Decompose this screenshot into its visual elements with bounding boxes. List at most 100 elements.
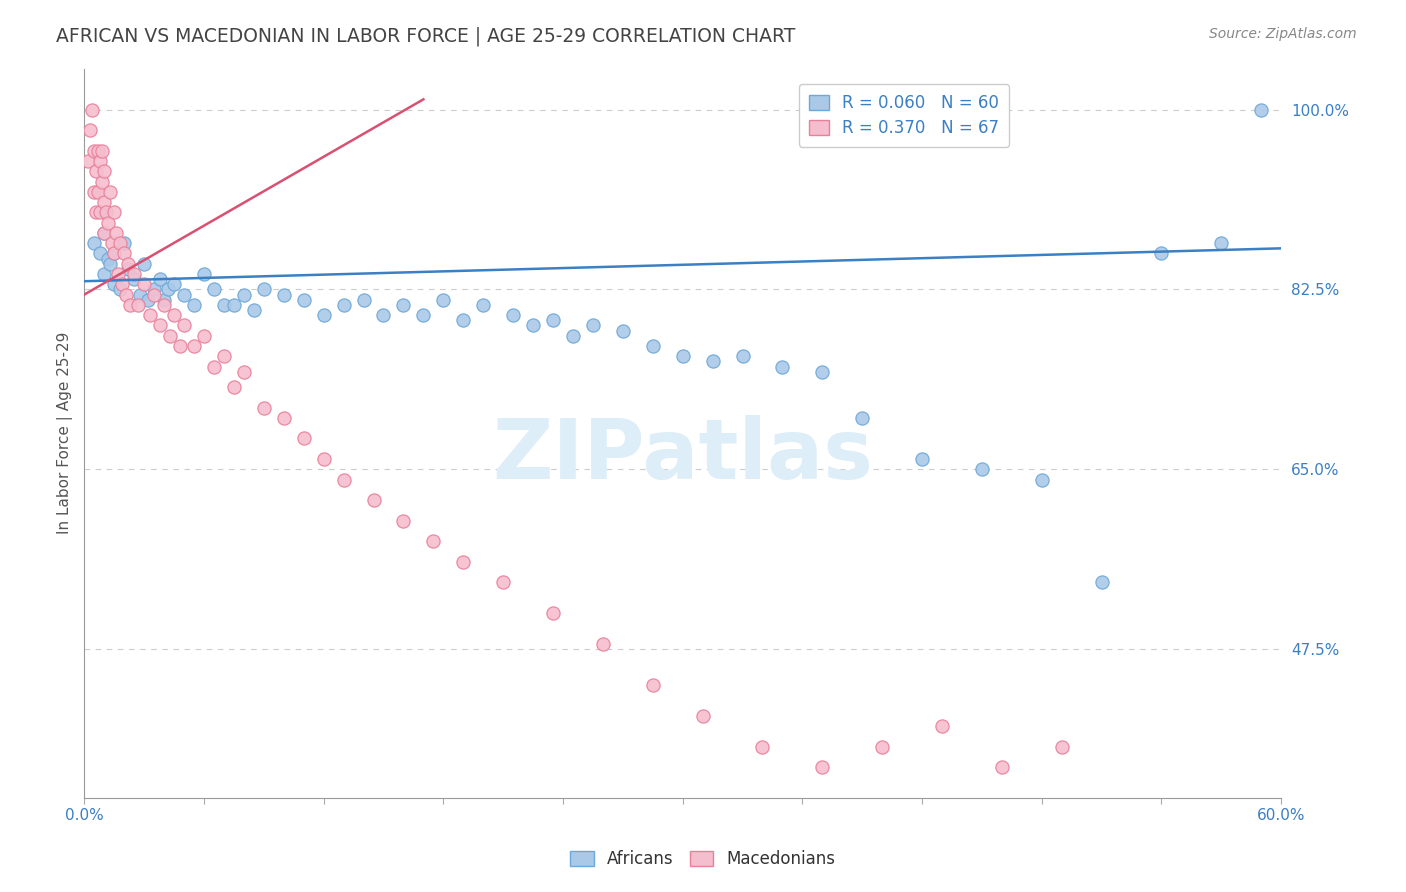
Point <box>83 185 105 199</box>
Point <box>811 760 834 774</box>
Point <box>84 205 107 219</box>
Point <box>770 359 793 374</box>
Point <box>931 719 953 733</box>
Point <box>562 328 585 343</box>
Point <box>1090 575 1112 590</box>
Point <box>392 298 415 312</box>
Point <box>107 267 129 281</box>
Point <box>212 298 235 312</box>
Point <box>332 473 354 487</box>
Point <box>702 354 724 368</box>
Point <box>98 257 121 271</box>
Point <box>96 205 118 219</box>
Point <box>193 267 215 281</box>
Point <box>592 637 614 651</box>
Point <box>212 349 235 363</box>
Point <box>139 308 162 322</box>
Point <box>103 277 125 292</box>
Point <box>472 298 495 312</box>
Point <box>1150 246 1173 260</box>
Point <box>82 103 104 117</box>
Point <box>422 534 444 549</box>
Point <box>83 236 105 251</box>
Point <box>392 514 415 528</box>
Point <box>183 339 205 353</box>
Y-axis label: In Labor Force | Age 25-29: In Labor Force | Age 25-29 <box>58 332 73 534</box>
Point <box>159 328 181 343</box>
Point <box>253 282 276 296</box>
Point <box>312 308 335 322</box>
Point <box>93 164 115 178</box>
Point <box>911 452 934 467</box>
Point <box>1250 103 1272 117</box>
Point <box>87 144 110 158</box>
Point <box>173 318 195 333</box>
Point <box>77 153 100 168</box>
Point <box>811 365 834 379</box>
Point <box>373 308 395 322</box>
Point <box>122 267 145 281</box>
Point <box>222 298 245 312</box>
Point <box>991 760 1014 774</box>
Point <box>453 555 475 569</box>
Point <box>84 164 107 178</box>
Point <box>453 313 475 327</box>
Point <box>292 432 315 446</box>
Point <box>412 308 434 322</box>
Point <box>169 339 191 353</box>
Point <box>112 246 135 260</box>
Point <box>202 282 225 296</box>
Point <box>83 144 105 158</box>
Point <box>103 246 125 260</box>
Point <box>93 195 115 210</box>
Point <box>91 144 114 158</box>
Point <box>273 410 295 425</box>
Point <box>541 606 564 620</box>
Point <box>243 303 266 318</box>
Point <box>136 293 159 307</box>
Point <box>692 709 714 723</box>
Point <box>149 318 172 333</box>
Point <box>153 298 176 312</box>
Point <box>111 277 134 292</box>
Point <box>93 226 115 240</box>
Point <box>93 267 115 281</box>
Point <box>127 298 149 312</box>
Point <box>502 308 524 322</box>
Text: Source: ZipAtlas.com: Source: ZipAtlas.com <box>1209 27 1357 41</box>
Point <box>1031 473 1053 487</box>
Point <box>122 272 145 286</box>
Point <box>432 293 454 307</box>
Point <box>222 380 245 394</box>
Point <box>193 328 215 343</box>
Point <box>292 293 315 307</box>
Point <box>79 123 101 137</box>
Point <box>183 298 205 312</box>
Point <box>163 277 186 292</box>
Point <box>541 313 564 327</box>
Point <box>143 282 166 296</box>
Point <box>93 226 115 240</box>
Point <box>363 493 385 508</box>
Point <box>332 298 354 312</box>
Point <box>89 246 111 260</box>
Point <box>134 257 156 271</box>
Point <box>612 324 634 338</box>
Point <box>115 287 138 301</box>
Point <box>163 308 186 322</box>
Point <box>108 282 131 296</box>
Point <box>97 252 120 266</box>
Point <box>134 277 156 292</box>
Point <box>273 287 295 301</box>
Point <box>173 287 195 301</box>
Point <box>101 236 124 251</box>
Point <box>108 236 131 251</box>
Point <box>492 575 515 590</box>
Point <box>672 349 695 363</box>
Text: AFRICAN VS MACEDONIAN IN LABOR FORCE | AGE 25-29 CORRELATION CHART: AFRICAN VS MACEDONIAN IN LABOR FORCE | A… <box>56 27 796 46</box>
Point <box>103 246 125 260</box>
Point <box>89 153 111 168</box>
Point <box>582 318 605 333</box>
Point <box>1050 739 1073 754</box>
Point <box>202 359 225 374</box>
